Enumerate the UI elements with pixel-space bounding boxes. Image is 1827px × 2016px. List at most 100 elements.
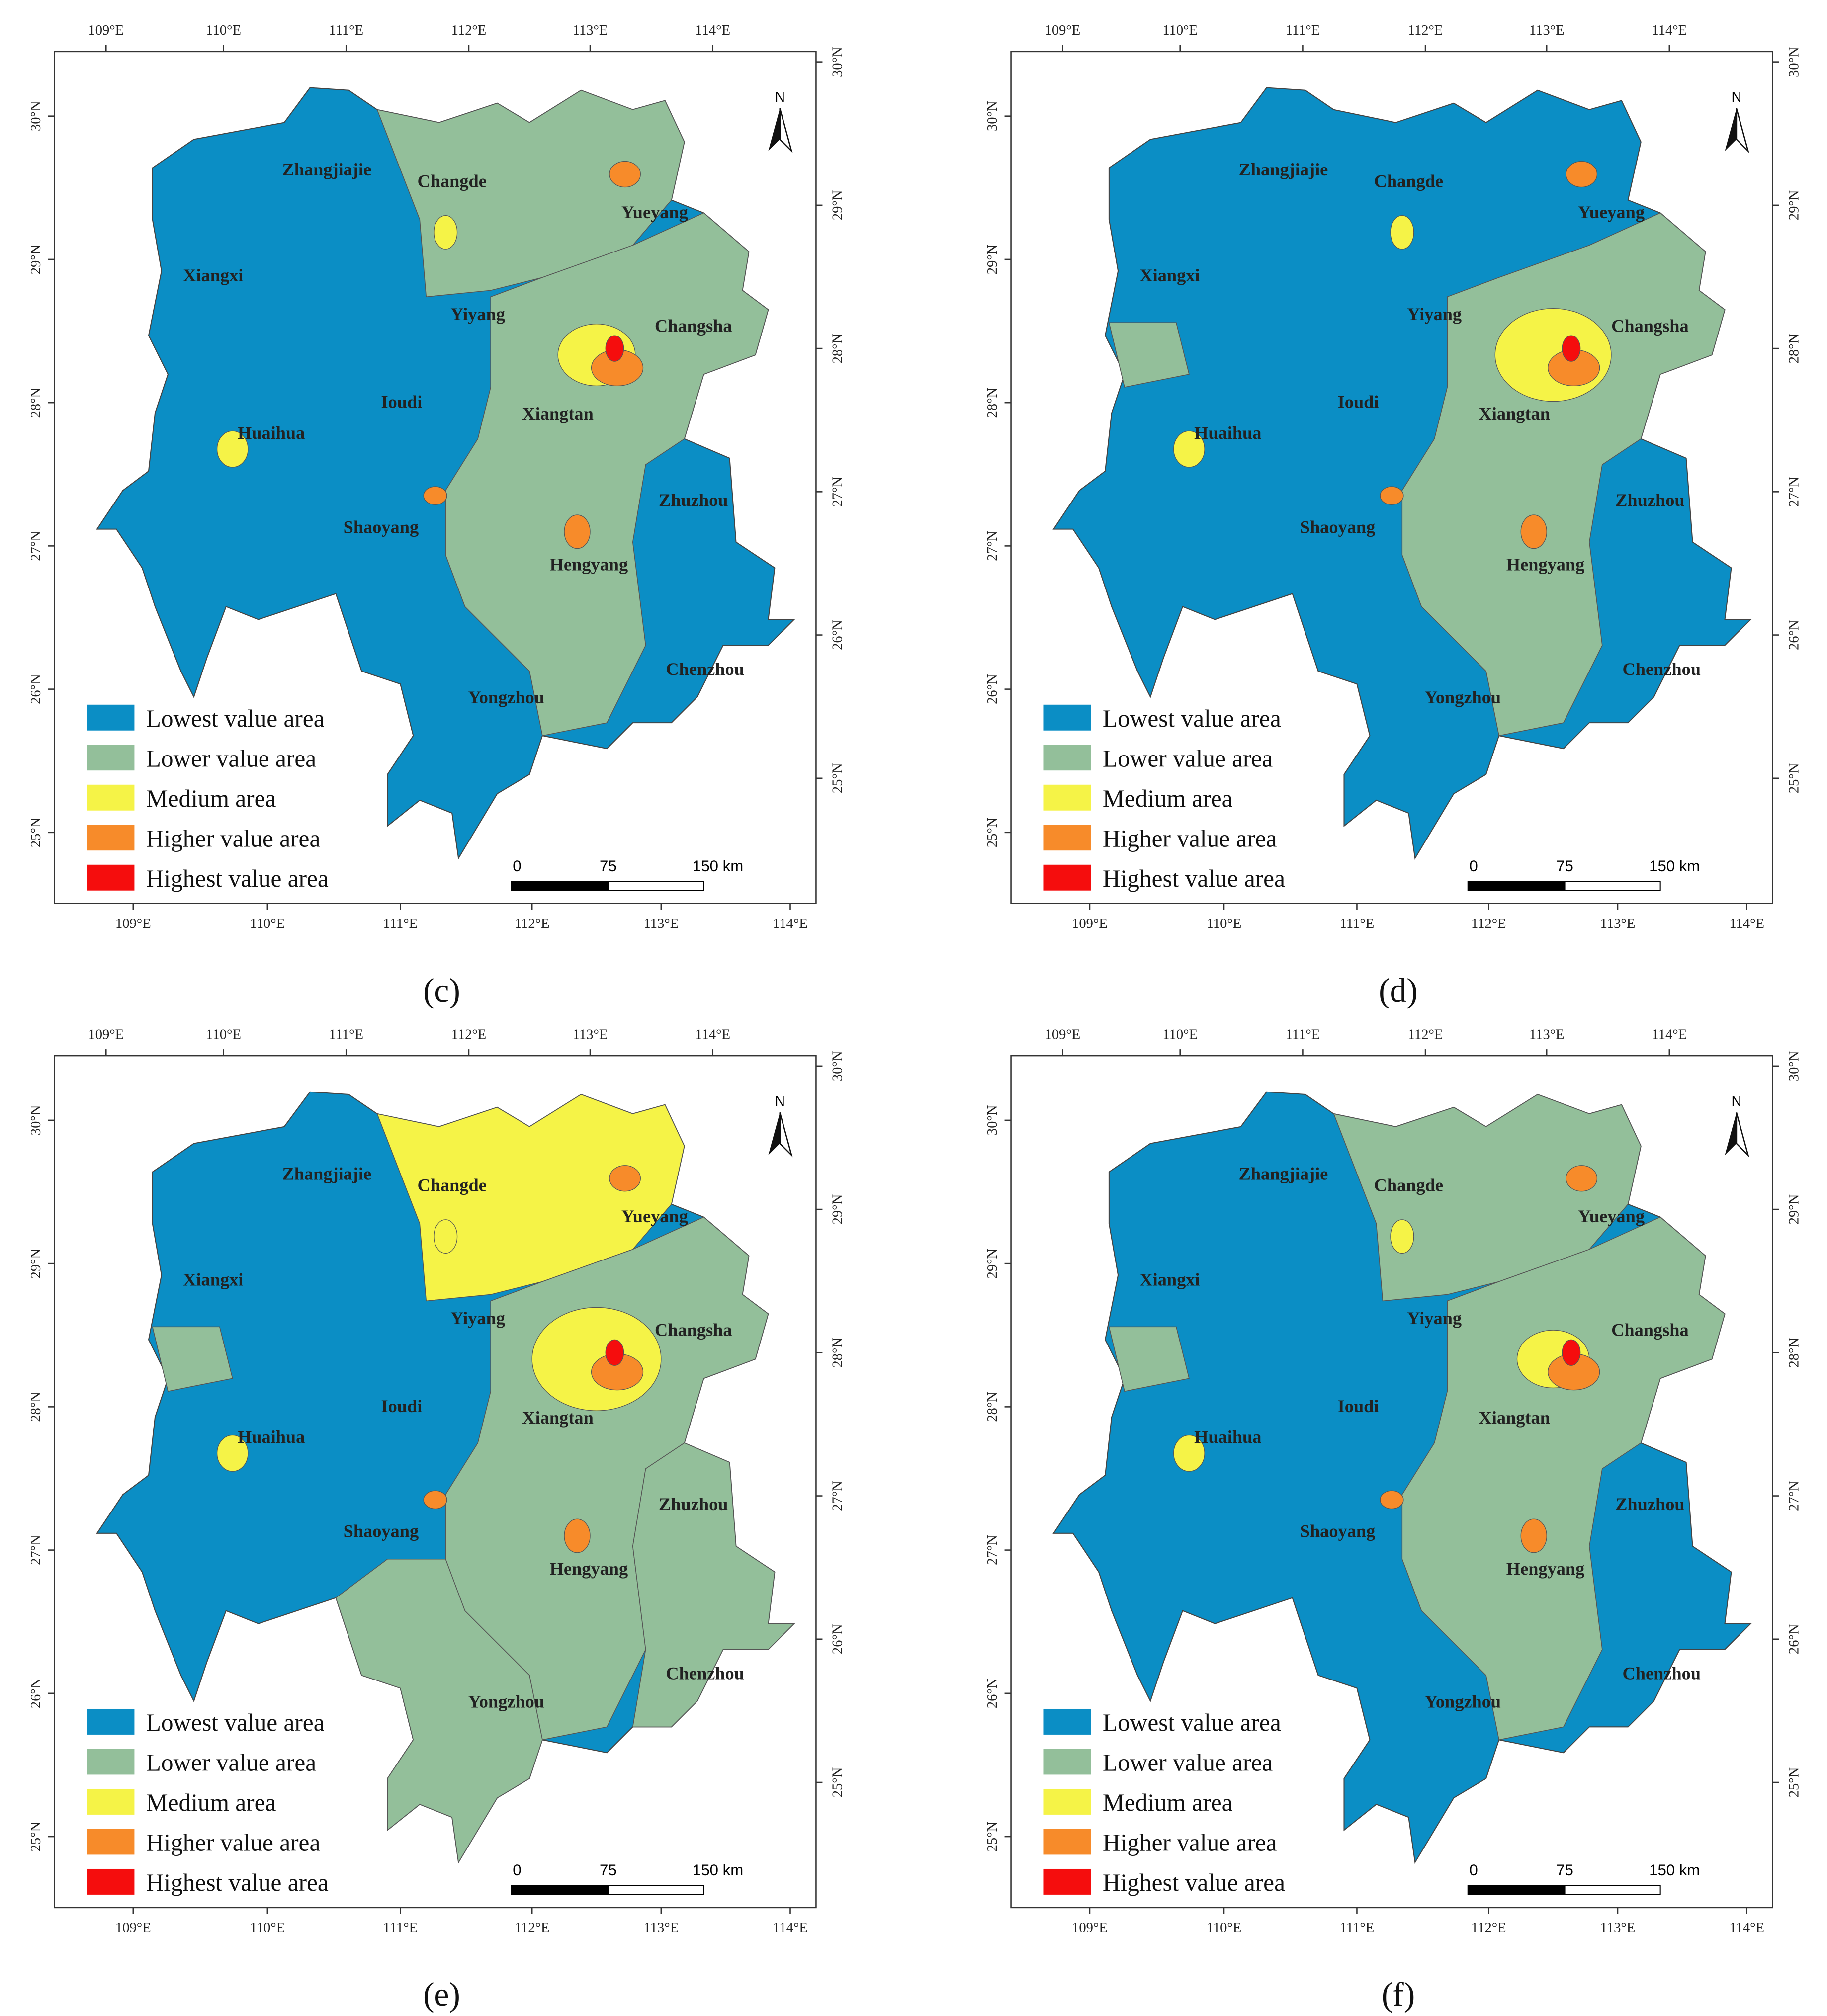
city-label: Hengyang: [1506, 1559, 1585, 1579]
lon-label: 114°E: [1729, 1920, 1764, 1935]
north-label: N: [775, 1093, 785, 1109]
region-area: [445, 212, 769, 737]
lon-label: 110°E: [1207, 1920, 1242, 1935]
city-label: Hengyang: [550, 1559, 628, 1579]
hotspot: [1494, 308, 1612, 402]
city-label: Changde: [1374, 171, 1443, 191]
region-area: [1401, 212, 1726, 737]
city-label: Xiangtan: [522, 1408, 593, 1428]
lat-label: 26°N: [830, 620, 845, 650]
region-area: [152, 1326, 233, 1392]
lon-label: 113°E: [1600, 1920, 1636, 1935]
lon-label: 111°E: [1340, 916, 1375, 931]
scale-bar: [511, 1885, 609, 1895]
region-area: [1333, 1094, 1642, 1302]
scale-label: 150 km: [1649, 857, 1700, 875]
legend-swatch: [87, 825, 135, 851]
legend-swatch: [87, 745, 135, 771]
lat-label: 29°N: [830, 1194, 845, 1225]
lon-label: 110°E: [206, 23, 241, 38]
lat-label: 25°N: [28, 1822, 44, 1852]
city-label: Ioudi: [1338, 392, 1379, 412]
legend-label: Higher value area: [146, 825, 321, 852]
scale-bar: [511, 881, 609, 891]
lat-label: 30°N: [830, 47, 845, 77]
lat-label: 27°N: [985, 1535, 1000, 1565]
hotspot: [1173, 430, 1205, 468]
region-area: [376, 1094, 685, 1302]
legend-label: Lower value area: [1103, 745, 1273, 772]
city-label: Zhuzhou: [659, 1494, 728, 1514]
scale-label: 75: [600, 857, 617, 875]
scale-bar: [1467, 1885, 1566, 1895]
north-arrow: [1725, 108, 1737, 151]
region-area: [1108, 322, 1190, 388]
legend-swatch: [1043, 704, 1091, 731]
lon-label: 111°E: [383, 1920, 418, 1935]
lon-label: 112°E: [515, 1920, 550, 1935]
lat-label: 29°N: [985, 1249, 1000, 1279]
city-label: Yueyang: [621, 1206, 688, 1226]
hotspot: [216, 1434, 249, 1472]
city-label: Xiangxi: [1139, 265, 1200, 285]
city-label: Xiangtan: [522, 404, 593, 423]
lon-label: 113°E: [644, 1920, 679, 1935]
lat-label: 30°N: [1787, 1051, 1802, 1082]
north-arrow: [779, 1112, 793, 1158]
lon-label: 110°E: [1162, 23, 1198, 38]
lon-label: 111°E: [1286, 23, 1320, 38]
panel-caption: (d): [1379, 972, 1418, 1009]
lat-label: 25°N: [830, 763, 845, 793]
legend-label: Higher value area: [146, 1829, 321, 1856]
lon-label: 111°E: [329, 1027, 363, 1042]
hotspot: [1562, 1339, 1581, 1366]
hotspot: [1380, 486, 1404, 505]
lon-label: 110°E: [250, 1920, 285, 1935]
legend-label: Highest value area: [1103, 1869, 1285, 1896]
city-label: Yueyang: [1578, 1206, 1645, 1226]
city-label: Shaoyang: [344, 1521, 419, 1541]
lon-label: 109°E: [1072, 916, 1108, 931]
city-label: Huaihua: [1194, 423, 1261, 443]
city-label: Yongzhou: [1425, 687, 1501, 707]
city-label: Zhangjiajie: [1239, 1164, 1328, 1183]
hotspot: [1173, 1434, 1205, 1472]
city-label: Yueyang: [1578, 202, 1645, 222]
panel-caption: (c): [423, 972, 460, 1009]
lon-label: 110°E: [1162, 1027, 1198, 1042]
lon-label: 113°E: [644, 916, 679, 931]
lat-label: 27°N: [1787, 1481, 1802, 1511]
lon-label: 112°E: [1408, 23, 1443, 38]
lon-label: 112°E: [1408, 1027, 1443, 1042]
lat-label: 26°N: [1787, 1624, 1802, 1654]
hotspot: [1520, 1518, 1547, 1553]
lat-label: 30°N: [1787, 47, 1802, 77]
legend-swatch: [87, 1749, 135, 1775]
city-label: Yiyang: [1407, 1308, 1462, 1328]
city-label: Huaihua: [1194, 1427, 1261, 1447]
lon-label: 113°E: [573, 1027, 608, 1042]
lon-label: 112°E: [1471, 1920, 1506, 1935]
legend-swatch: [1043, 784, 1091, 811]
legend-label: Lowest value area: [1103, 705, 1281, 732]
map-panel: 109°E 109°E 110°E 110°E 111°E 111°E 112°E 112°E…: [28, 1027, 846, 2013]
legend-swatch: [87, 704, 135, 731]
lat-label: 27°N: [28, 1535, 44, 1565]
scale-label: 0: [1469, 857, 1478, 875]
city-label: Zhuzhou: [1615, 490, 1684, 510]
lon-label: 112°E: [451, 23, 487, 38]
legend-label: Lower value area: [146, 1749, 316, 1776]
lon-label: 109°E: [1045, 23, 1081, 38]
lon-label: 113°E: [573, 23, 608, 38]
lon-label: 110°E: [206, 1027, 241, 1042]
scale-bar: [1467, 881, 1566, 891]
hotspot: [1566, 161, 1598, 188]
city-label: Shaoyang: [1300, 517, 1376, 537]
lon-label: 114°E: [695, 23, 730, 38]
legend-swatch: [1043, 1749, 1091, 1775]
city-label: Ioudi: [1338, 1396, 1379, 1416]
lon-label: 112°E: [451, 1027, 487, 1042]
scale-label: 150 km: [693, 1861, 743, 1879]
lat-label: 25°N: [28, 818, 44, 848]
legend-swatch: [1043, 1708, 1091, 1735]
